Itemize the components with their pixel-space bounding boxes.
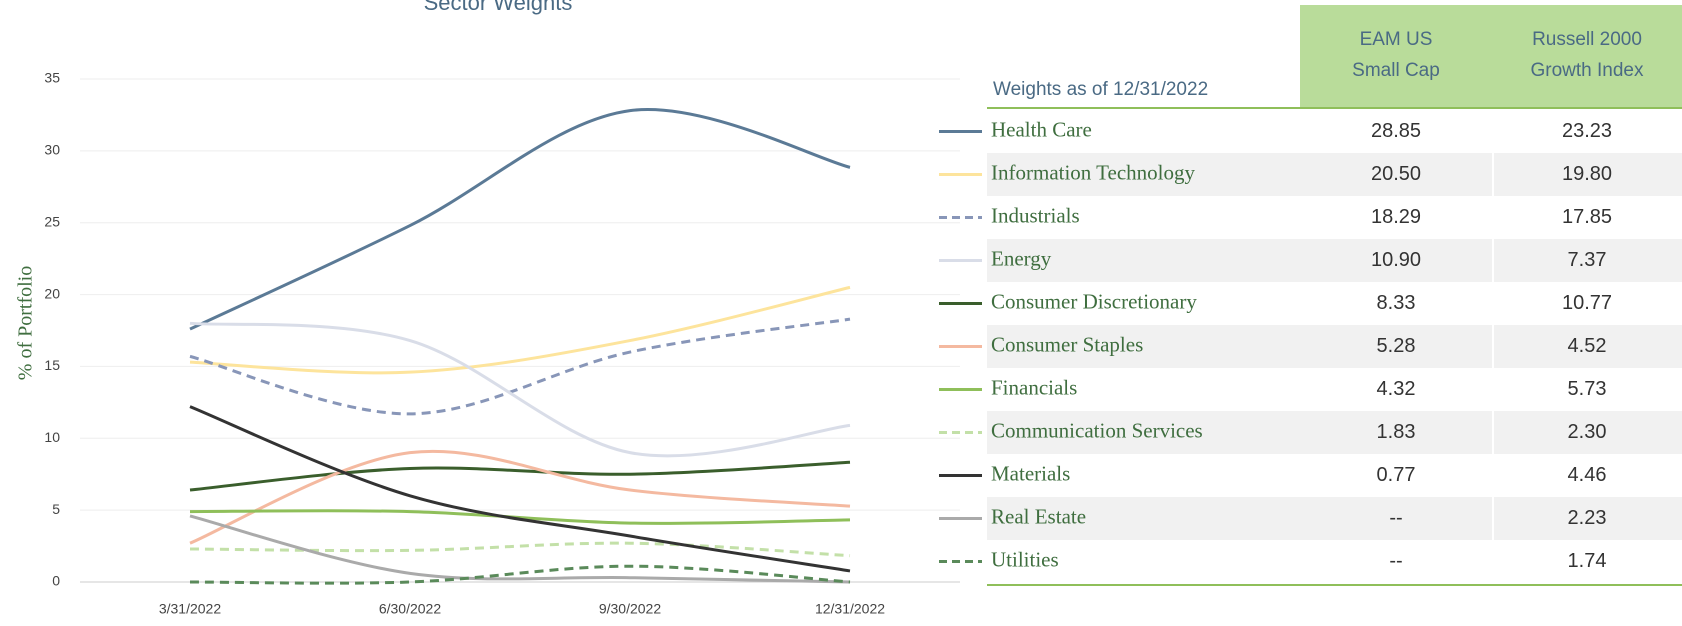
table-cell: 10.90: [1371, 249, 1421, 271]
series-line: [189, 460, 851, 492]
legend-label: Consumer Discretionary: [991, 289, 1197, 313]
row-bg: [987, 239, 1492, 282]
table-cell: 4.52: [1568, 335, 1607, 357]
column-header: Growth Index: [1531, 60, 1644, 81]
series-line: [189, 564, 851, 585]
table-cell: 18.29: [1371, 206, 1421, 228]
row-bg: [1494, 153, 1682, 196]
table-cell: 23.23: [1562, 120, 1612, 142]
x-tick-label: 9/30/2022: [599, 601, 661, 617]
table-cell: 0.77: [1377, 464, 1416, 486]
y-tick-label: 0: [52, 573, 60, 589]
legend-label: Energy: [991, 246, 1052, 270]
table-cell: 4.32: [1377, 378, 1416, 400]
y-tick-label: 25: [44, 213, 60, 229]
table-cell: 1.83: [1377, 421, 1416, 443]
y-tick-label: 20: [44, 285, 60, 301]
series-line: [189, 321, 851, 458]
chart-title: Sector Weights: [424, 0, 573, 15]
legend-label: Financials: [991, 375, 1077, 399]
row-bg: [1494, 497, 1682, 540]
table-cell: 8.33: [1377, 292, 1416, 314]
legend-label: Communication Services: [991, 418, 1203, 442]
legend-label: Materials: [991, 461, 1070, 485]
legend-label: Health Care: [991, 117, 1092, 141]
x-tick-label: 12/31/2022: [815, 601, 885, 617]
row-bg: [987, 497, 1492, 540]
table-cell: 17.85: [1562, 206, 1612, 228]
series-line: [189, 509, 851, 525]
x-tick-label: 6/30/2022: [379, 601, 441, 617]
table-cell: --: [1389, 550, 1402, 572]
table-cell: --: [1389, 507, 1402, 529]
legend-label: Utilities: [991, 547, 1059, 571]
series-line: [189, 541, 851, 558]
y-tick-label: 30: [44, 142, 60, 158]
y-axis-label: % of Portfolio: [15, 266, 37, 380]
column-header: Small Cap: [1352, 60, 1440, 81]
series-line: [189, 405, 851, 573]
table-cell: 4.46: [1568, 464, 1607, 486]
table-cell: 2.30: [1568, 421, 1607, 443]
y-tick-label: 35: [44, 70, 60, 86]
series-line: [189, 108, 851, 331]
row-bg: [1494, 239, 1682, 282]
table-cell: 7.37: [1568, 249, 1607, 271]
table-cell: 19.80: [1562, 163, 1612, 185]
table-cell: 20.50: [1371, 163, 1421, 185]
series-line: [189, 514, 851, 584]
table-caption: Weights as of 12/31/2022: [993, 79, 1208, 100]
table-cell: 28.85: [1371, 120, 1421, 142]
table-cell: 1.74: [1568, 550, 1607, 572]
row-bg: [987, 325, 1492, 368]
column-header: EAM US: [1360, 29, 1433, 50]
row-bg: [987, 153, 1492, 196]
series-line: [189, 449, 851, 545]
y-tick-label: 5: [52, 501, 60, 517]
legend-label: Information Technology: [991, 160, 1196, 184]
y-tick-label: 15: [44, 357, 60, 373]
row-bg: [1494, 325, 1682, 368]
table-cell: 2.23: [1568, 507, 1607, 529]
table-cell: 5.73: [1568, 378, 1607, 400]
table-header-bg: [1300, 5, 1682, 107]
series-line: [189, 317, 851, 416]
row-bg: [1494, 411, 1682, 454]
legend-label: Industrials: [991, 203, 1080, 227]
series-line: [189, 285, 851, 375]
row-bg: [987, 411, 1492, 454]
legend-label: Real Estate: [991, 504, 1086, 528]
table-cell: 10.77: [1562, 292, 1612, 314]
x-tick-label: 3/31/2022: [159, 601, 221, 617]
table-cell: 5.28: [1377, 335, 1416, 357]
y-tick-label: 10: [44, 429, 60, 445]
legend-label: Consumer Staples: [991, 332, 1143, 356]
column-header: Russell 2000: [1532, 29, 1642, 50]
